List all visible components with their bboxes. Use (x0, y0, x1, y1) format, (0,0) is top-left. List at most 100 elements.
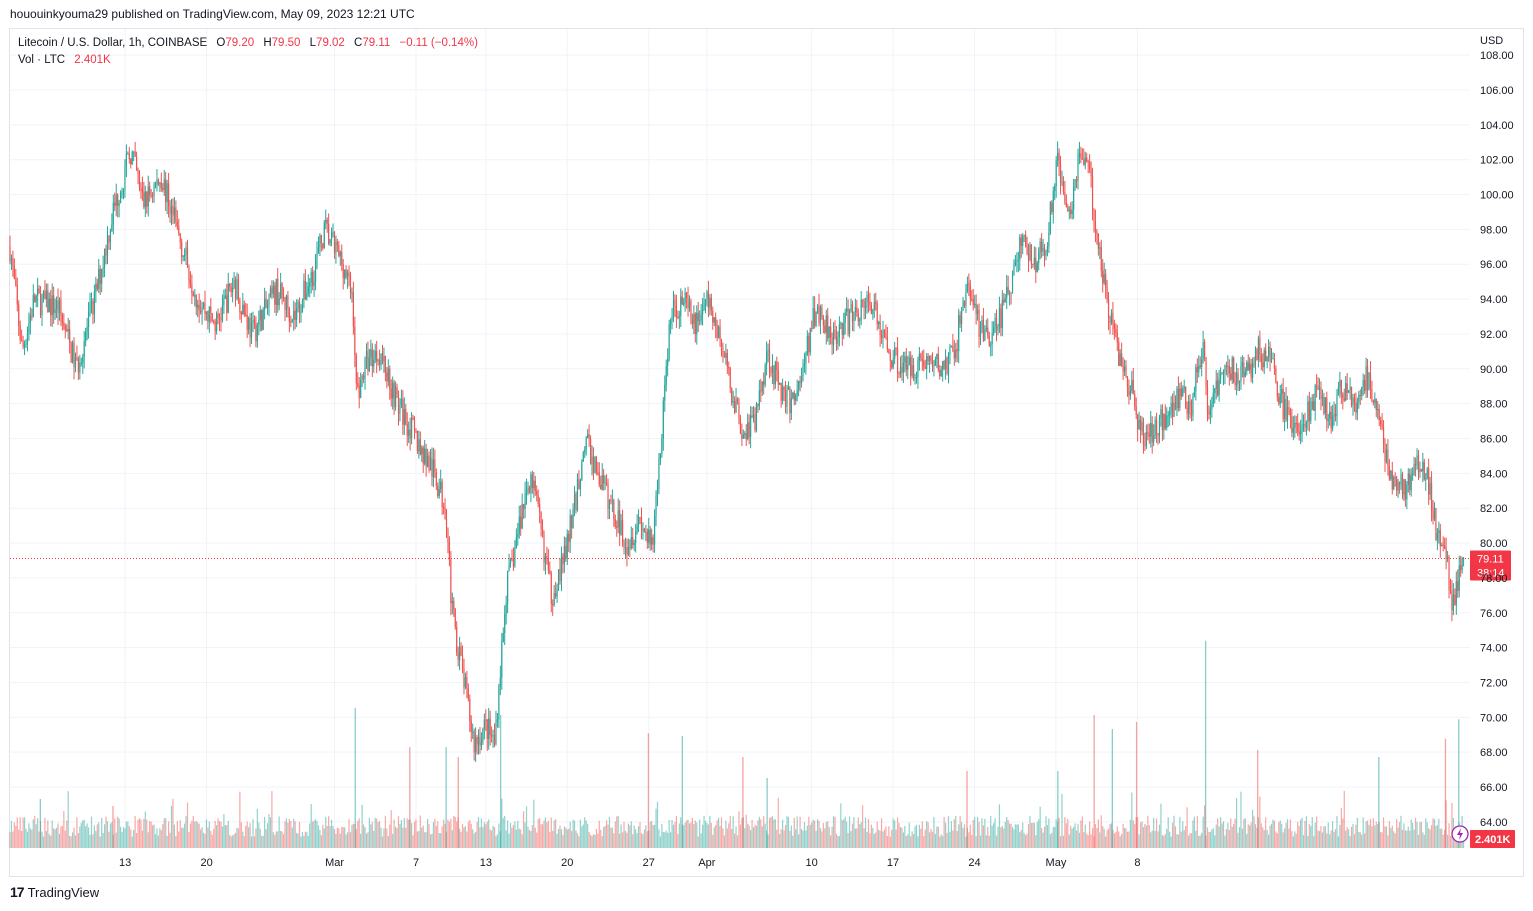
volume-bar (1075, 830, 1078, 848)
candle-body (677, 316, 679, 318)
volume-bar (170, 805, 173, 848)
candle-body (233, 279, 235, 288)
candle-body (1126, 376, 1129, 387)
volume-bar (1393, 831, 1395, 848)
volume-bar (824, 828, 826, 848)
candle-body (1048, 232, 1050, 247)
candle-body (1374, 398, 1376, 403)
volume-bar (188, 831, 190, 848)
volume-bar (774, 819, 776, 848)
volume-bar (54, 829, 56, 848)
volume-bar (1173, 815, 1175, 848)
volume-bar (543, 820, 545, 848)
candle-body (815, 312, 817, 326)
candle-body (1433, 508, 1436, 520)
volume-bar (984, 818, 986, 848)
volume-bar (956, 831, 958, 848)
chart-frame[interactable] (9, 28, 1524, 877)
candle-body (87, 312, 90, 327)
candle-body (501, 642, 503, 678)
volume-bar (863, 828, 865, 848)
candle-body (975, 303, 977, 314)
candle-body (901, 366, 903, 373)
candle-body (777, 369, 779, 385)
volume-spike (1111, 729, 1113, 848)
volume-bar (799, 816, 801, 848)
candle-body (1321, 396, 1324, 399)
volume-bar (556, 833, 558, 848)
candle-body (940, 369, 942, 377)
candle-body (1042, 247, 1044, 252)
candle-body (530, 474, 532, 493)
tradingview-brand[interactable]: 17 TradingView (10, 884, 99, 900)
candle-body (301, 300, 304, 313)
volume-bar (1071, 828, 1073, 848)
volume-bar (1091, 827, 1094, 848)
candle-body (323, 222, 325, 249)
volume-bar (309, 823, 311, 848)
volume-bar (250, 836, 253, 848)
candle-body (64, 325, 66, 330)
candle-body (274, 285, 276, 305)
candle-body (1442, 544, 1444, 546)
volume-bar (1449, 835, 1452, 848)
volume-bar (1324, 826, 1326, 848)
candle-body (459, 646, 461, 661)
volume-spike (647, 733, 650, 848)
candle-body (1119, 353, 1121, 366)
volume-bar (266, 823, 269, 848)
volume-bar (883, 829, 886, 848)
volume-bar (504, 816, 506, 848)
volume-bar (757, 820, 759, 848)
candle-body (687, 298, 689, 308)
candle-body (1292, 428, 1294, 433)
volume-bar (1305, 816, 1308, 848)
volume-bar (58, 833, 61, 848)
volume-bar (1227, 822, 1229, 848)
legend-volume-label[interactable]: Vol · LTC (18, 54, 66, 66)
volume-bar (470, 823, 472, 848)
volume-bar (169, 832, 171, 848)
volume-bar (1426, 822, 1428, 848)
candle-body (232, 287, 234, 293)
candle-body (789, 386, 791, 414)
candle-body (58, 299, 61, 313)
candle-body (51, 295, 53, 316)
volume-bar (48, 834, 50, 848)
volume-bar (678, 823, 680, 848)
candle-body (603, 475, 605, 484)
candle-body (998, 308, 1001, 327)
volume-bar (45, 831, 47, 848)
volume-bar (1298, 825, 1300, 848)
volume-bar (539, 818, 541, 848)
candle-body (1026, 246, 1028, 255)
volume-bar (976, 816, 979, 848)
legend-symbol[interactable]: Litecoin / U.S. Dollar, 1h, COINBASE (18, 37, 208, 49)
candle-body (138, 173, 141, 189)
candle-body (1234, 382, 1236, 386)
candle-body (378, 360, 381, 366)
volume-bar (323, 828, 325, 848)
candle-body (533, 480, 535, 489)
volume-bar (1179, 816, 1181, 848)
volume-bar (541, 824, 544, 848)
candle-body (80, 362, 82, 364)
candle-body (1422, 461, 1424, 472)
volume-bar (604, 825, 606, 848)
candle-body (1336, 394, 1338, 417)
volume-bar (645, 825, 647, 848)
candle-body (700, 314, 702, 321)
candle-body (985, 327, 987, 330)
candle-body (1253, 363, 1255, 365)
volume-bar (889, 836, 891, 848)
candle-body (1058, 152, 1060, 165)
volume-bar (1125, 828, 1127, 848)
candle-body (466, 677, 468, 689)
volume-spike (1204, 640, 1207, 848)
candle-body (1154, 419, 1156, 436)
candle-body (492, 735, 494, 737)
candle-body (894, 347, 896, 359)
candle-body (667, 358, 669, 366)
candle-body (525, 489, 528, 494)
